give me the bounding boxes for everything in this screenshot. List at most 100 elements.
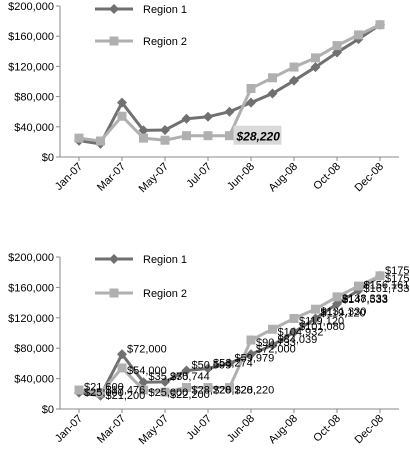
series-2-point: [117, 363, 127, 373]
data-label: $156,161: [364, 279, 410, 291]
series-1-point: [246, 349, 256, 360]
y-tick-label: $200,000: [8, 1, 54, 13]
series-2-point: [203, 383, 213, 393]
x-tick-label: Jun-08: [225, 161, 257, 193]
series-2-point: [74, 133, 84, 143]
callout-box: [233, 125, 282, 145]
y-tick-label: $40,000: [14, 374, 54, 386]
series-1-point: [267, 340, 278, 351]
data-label: $28,220: [235, 385, 275, 397]
legend-marker: [109, 4, 119, 14]
x-tick-label: Mar-07: [95, 161, 128, 194]
x-tick-label: Dec-08: [353, 161, 387, 195]
data-label: $28,220: [213, 385, 253, 397]
data-label: $35,744: [170, 371, 210, 383]
chart-2: $0 $40,000 $80,000 $120,000 $160,000 $200,000…: [8, 252, 410, 447]
series-2-point: [160, 387, 170, 397]
data-label: $131,330: [321, 306, 367, 318]
series-1-point: [160, 376, 170, 387]
data-label: $50,599: [192, 360, 232, 372]
series-2-point: [332, 292, 342, 302]
series-1-point: [289, 327, 299, 338]
data-label: $104,932: [278, 326, 324, 338]
series-1-point: [138, 125, 149, 136]
data-label: $72,000: [256, 343, 296, 355]
series-2-point: [268, 73, 277, 83]
data-label: $147,533: [342, 294, 388, 306]
data-label: $25,000: [149, 387, 189, 399]
series-1-point: [224, 358, 235, 369]
series-1-point: [267, 88, 278, 99]
series-1-point: [310, 313, 321, 324]
series-1-point: [160, 125, 170, 136]
series-2-point: [160, 135, 170, 145]
y-tick-label: $160,000: [8, 282, 54, 294]
data-label: $25,000: [84, 387, 124, 399]
series-2-point: [182, 383, 191, 393]
data-label: $138,333: [342, 293, 388, 305]
y-tick-label: $0: [42, 404, 54, 416]
series-2-point: [354, 30, 363, 40]
legend-marker: [109, 254, 119, 264]
series-2-point: [354, 281, 363, 291]
data-label: $54,000: [127, 365, 167, 377]
series-2-point: [225, 383, 234, 393]
data-label: $72,000: [127, 343, 167, 355]
callout-label: $28,220: [236, 130, 281, 144]
data-label: $161,733: [364, 283, 410, 295]
series-2-point: [96, 136, 105, 146]
series-2-point: [311, 53, 320, 63]
x-tick-label: May-07: [137, 413, 171, 447]
y-tick-label: $0: [42, 152, 54, 164]
y-tick-label: $40,000: [14, 122, 54, 134]
series-2-point: [375, 20, 385, 30]
x-tick-label: Oct-08: [311, 161, 343, 193]
chart-1: $0 $40,000 $80,000 $120,000 $160,000 $200,000…: [8, 1, 399, 195]
series-2-point: [225, 131, 234, 141]
series-2-point: [375, 271, 385, 281]
series-2-point: [182, 131, 191, 141]
y-tick-label: $160,000: [8, 31, 54, 43]
data-label: $119,120: [321, 307, 366, 319]
series-2-point: [268, 324, 277, 334]
x-tick-label: Jul-07: [184, 161, 214, 191]
legend-label: Region 1: [143, 4, 187, 16]
legend-marker: [109, 288, 119, 298]
series-2-point: [246, 335, 256, 345]
series-2-point: [139, 133, 148, 143]
data-label: $175,202: [385, 273, 410, 285]
series-2-point: [96, 388, 105, 398]
series-1-point: [246, 97, 256, 108]
data-label: $101,080: [299, 321, 345, 333]
data-label: $53,274: [213, 358, 253, 370]
series-2-point: [332, 41, 342, 51]
series-2-point: [246, 83, 256, 93]
series-1-point: [203, 363, 213, 374]
series-2-point: [139, 385, 148, 395]
x-tick-label: Dec-08: [353, 413, 387, 447]
series-1-point: [117, 349, 127, 360]
data-label: $90,733: [256, 337, 296, 349]
series-2-point: [117, 111, 127, 121]
x-tick-label: Oct-08: [311, 413, 343, 445]
data-label: $35,270: [149, 371, 189, 383]
data-label: $21,600: [84, 382, 124, 394]
data-label: $22,200: [170, 389, 210, 401]
legend-label: Region 2: [143, 36, 187, 48]
x-tick-label: Jul-07: [184, 413, 214, 443]
legend-label: Region 1: [143, 254, 187, 266]
x-tick-label: May-07: [137, 161, 171, 195]
legend-marker: [109, 36, 119, 46]
x-tick-label: Aug-08: [267, 161, 301, 195]
series-1-point: [181, 365, 192, 376]
series-2-point: [289, 62, 299, 72]
data-label: $119,120: [299, 315, 344, 327]
x-tick-label: Mar-07: [95, 413, 128, 446]
x-tick-label: Jan-07: [53, 161, 85, 193]
data-label: $175,243: [385, 265, 410, 277]
y-tick-label: $120,000: [8, 61, 54, 73]
data-label: $21,200: [106, 390, 146, 402]
x-tick-label: Jan-07: [53, 413, 85, 445]
data-label: $59,979: [235, 352, 275, 364]
